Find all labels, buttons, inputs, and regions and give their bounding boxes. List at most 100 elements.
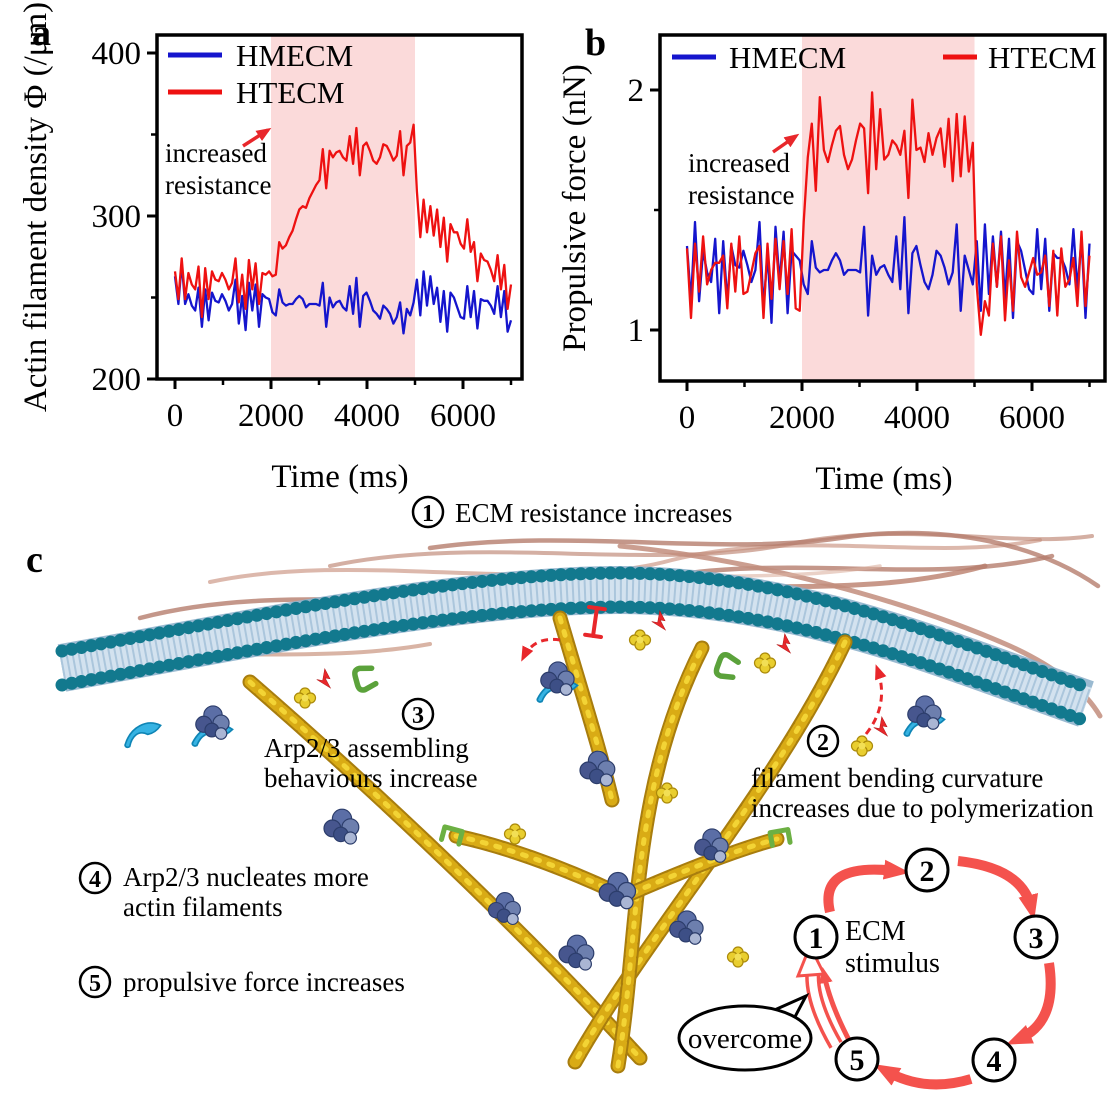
step-3-number: 3 [412,703,424,729]
x-tick-label: 6000 [999,400,1065,436]
axis-box [658,33,1107,383]
chart-a-decorations: Actin filament density Φ (/μm) Time (ms)… [18,2,409,495]
cycle-node-3 [1013,914,1059,960]
bending-arrow-icon [521,637,561,662]
step-4-circle [78,861,112,895]
series-line-hmecm [173,262,513,335]
series-line-htecm [685,91,1091,336]
arp23-complex-icon [323,808,360,845]
x-tick-label: 2000 [238,398,304,434]
step-3-text-line1: Arp2/3 assembling [264,733,469,763]
cycle-node-4-number: 4 [987,1045,1002,1078]
crescent-protein-icon [121,720,165,749]
panel-c-label: c [26,539,43,581]
step-2-circle [806,724,840,758]
series-line-hmecm [685,216,1091,324]
legend-label-hmecm: HMECM [236,38,353,73]
step-4-number: 4 [89,867,101,893]
step-5-text: propulsive force increases [123,967,405,997]
cycle-arrow-5-1-head-icon [795,942,827,978]
blocked-polymerization-tbar-icon [583,605,607,639]
annotation-arrow-icon [242,127,272,148]
arp23-complex-icon [558,934,595,971]
x-tick-label: 4000 [334,398,400,434]
panel-b-label: b [585,22,606,64]
arp23-complex-icon [598,871,637,910]
step-5-number: 5 [89,971,101,997]
axis-box [155,33,524,381]
step-1-circle [411,495,445,529]
chart-b-plot-area: 0 2000 4000 6000 1 2 [628,33,1107,436]
step-4-text-line2: actin filaments [123,892,283,922]
cycle-node-2-number: 2 [920,855,935,888]
actin-monomer-icon [726,946,750,968]
actin-monomer-icon [850,735,874,757]
cycle-node-5 [834,1036,880,1082]
x-tick-label: 0 [167,398,184,434]
cycle-arrow-3-4-icon [1006,962,1056,1045]
legend-label-htecm: HTECM [236,75,345,110]
step-3-text-line2: behaviours increase [264,763,478,793]
step-3-circle [401,697,435,731]
step-5-circle [78,965,112,999]
cycle-arrow-2-3-icon [957,856,1039,921]
feedback-cycle-diagram: 1 2 3 4 5 ECM stimulus overcome [677,847,1059,1090]
cycle-hub-label-line2: stimulus [845,948,940,979]
legend-label-htecm-b: HTECM [988,40,1097,75]
cycle-node-5-number: 5 [850,1044,865,1077]
cycle-node-1 [793,914,839,960]
capping-protein-free-icon [715,653,739,680]
annotation-arrow-b-icon [772,133,800,154]
step-1-text: ECM resistance increases [455,498,732,528]
actin-monomer-icon [753,652,777,674]
cycle-node-1-number: 1 [809,922,824,955]
x-tick-label: 2000 [769,400,835,436]
y-tick-label: 300 [92,199,142,235]
speech-bubble-text: overcome [688,1023,802,1055]
step-annotations: 1 ECM resistance increases 2 filament be… [78,495,1094,999]
x-tick-label: 6000 [430,398,496,434]
annotation-increased-b: increased [688,148,790,178]
chart-b-x-axis-title: Time (ms) [815,461,952,497]
panel-a-label: a [32,12,51,54]
step-2-number: 2 [817,730,829,756]
annotation-increased: increased [165,138,267,168]
actin-monomer-icon [503,823,527,845]
cycle-node-4 [971,1037,1017,1083]
cycle-arrow-5-1-solid-icon [818,967,853,1044]
chart-b-y-axis-title: Propulsive force (nN) [557,64,593,352]
x-tick-label: 0 [679,400,696,436]
activation-bolt-icon [775,632,794,654]
speech-bubble-icon [677,1004,813,1072]
series-line-htecm [173,123,513,319]
cycle-node-3-number: 3 [1029,922,1044,955]
activation-bolt-icon [315,667,334,689]
step-2-text-line1: filament bending curvature [751,763,1043,793]
capping-protein-free-icon [353,665,376,691]
step-2-text-line2: increases due to polymerization [751,793,1094,823]
y-tick-label: 2 [628,73,645,109]
cycle-arrow-1-2-icon [823,859,910,914]
arp23-complex-icon [579,750,616,787]
y-tick-label: 400 [92,36,142,72]
chart-b-decorations: Propulsive force (nN) Time (ms) HMECM HT… [557,40,1097,497]
chart-a-plot-area: 0 2000 4000 6000 200 300 400 [92,33,524,434]
cycle-node-2 [904,847,950,893]
annotation-resistance-b: resistance [688,180,794,210]
cycle-arrow-4-5-icon [873,1064,973,1090]
annotation-resistance: resistance [165,170,271,200]
stimulus-band [271,35,415,379]
step-4-text-line1: Arp2/3 nucleates more [123,862,369,892]
membrane-proximal-molecules [121,605,946,757]
cycle-hub-label-line1: ECM [845,916,906,947]
chart-a-y-axis-title: Actin filament density Φ (/μm) [18,2,54,412]
chart-a-x-axis-title: Time (ms) [271,459,408,495]
bending-arrow-icon [864,664,887,735]
actin-monomer-icon [293,687,317,709]
actin-monomer-icon [628,629,652,651]
y-tick-label: 200 [92,362,142,398]
step-1-number: 1 [422,501,434,527]
x-tick-label: 4000 [884,400,950,436]
